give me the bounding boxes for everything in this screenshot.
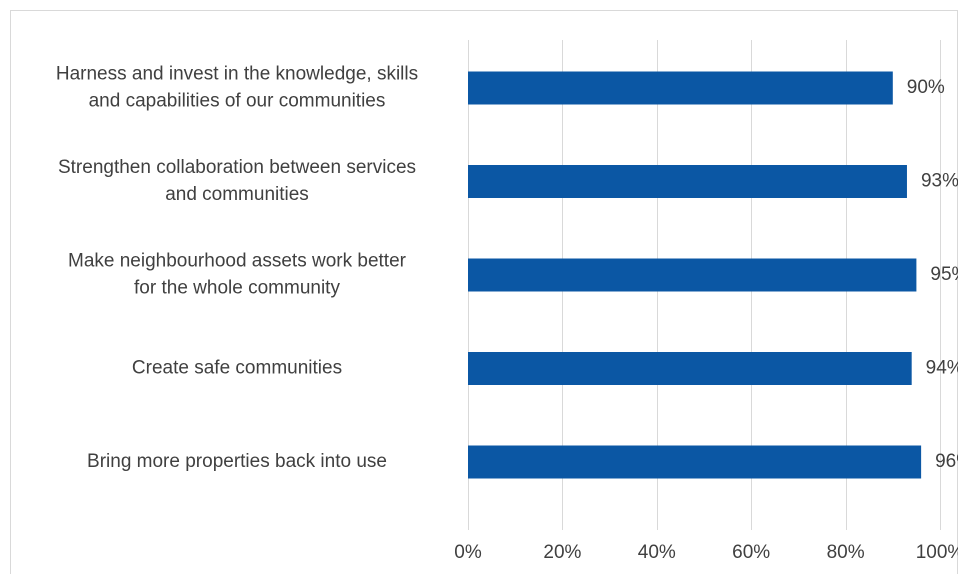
bar <box>468 258 917 292</box>
category-label-line: and communities <box>165 184 309 205</box>
category-label: Create safe communities <box>132 358 342 379</box>
data-label: 96% <box>935 451 958 472</box>
bar <box>468 71 893 105</box>
category-label: Make neighbourhood assets work better for… <box>68 251 407 299</box>
bars <box>468 71 922 479</box>
x-tick-label: 0% <box>454 542 482 563</box>
data-label: 90% <box>907 77 945 98</box>
data-label: 93% <box>921 171 958 192</box>
data-label: 95% <box>930 264 958 285</box>
bar <box>468 445 922 479</box>
category-label-line: Make neighbourhood assets work better <box>68 251 407 272</box>
category-label-line: for the whole community <box>134 278 340 299</box>
data-labels: 90% 93% 95% 94% 96% <box>907 77 958 472</box>
category-label-line: Strengthen collaboration between service… <box>58 157 416 178</box>
x-tick-label: 60% <box>732 542 770 563</box>
category-label: Strengthen collaboration between service… <box>58 157 416 205</box>
x-tick-label: 100% <box>916 542 958 563</box>
category-labels: Harness and invest in the knowledge, ski… <box>56 64 418 473</box>
bar <box>468 165 907 198</box>
category-label-line: Create safe communities <box>132 358 342 379</box>
category-label-line: and capabilities of our communities <box>89 91 386 112</box>
data-label: 94% <box>926 358 958 379</box>
x-tick-label: 80% <box>827 542 865 563</box>
category-label: Harness and invest in the knowledge, ski… <box>56 64 418 112</box>
x-tick-label: 20% <box>543 542 581 563</box>
category-label: Bring more properties back into use <box>87 451 387 472</box>
x-tick-label: 40% <box>638 542 676 563</box>
category-label-line: Bring more properties back into use <box>87 451 387 472</box>
category-label-line: Harness and invest in the knowledge, ski… <box>56 64 418 85</box>
x-axis-tick-labels: 0% 20% 40% 60% 80% 100% <box>454 542 958 563</box>
bar <box>468 352 912 385</box>
